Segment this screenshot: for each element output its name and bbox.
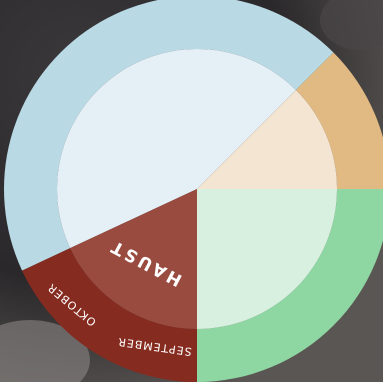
summer-inner-wedge — [197, 189, 337, 329]
spring-outer-ring — [295, 52, 383, 189]
autumn-outer-ring — [22, 248, 198, 382]
spring-segment[interactable] — [197, 52, 383, 189]
summer-segment[interactable] — [197, 189, 383, 382]
autumn-segment[interactable]: HAUST SEPTEMBER OKTOBER — [22, 189, 198, 382]
winter-inner-wedge — [57, 49, 296, 249]
autumn-inner-wedge — [70, 189, 197, 329]
winter-outer-ring — [4, 0, 334, 271]
summer-outer-ring — [197, 189, 383, 382]
winter-segment[interactable] — [4, 0, 334, 271]
spring-inner-wedge — [197, 90, 337, 189]
